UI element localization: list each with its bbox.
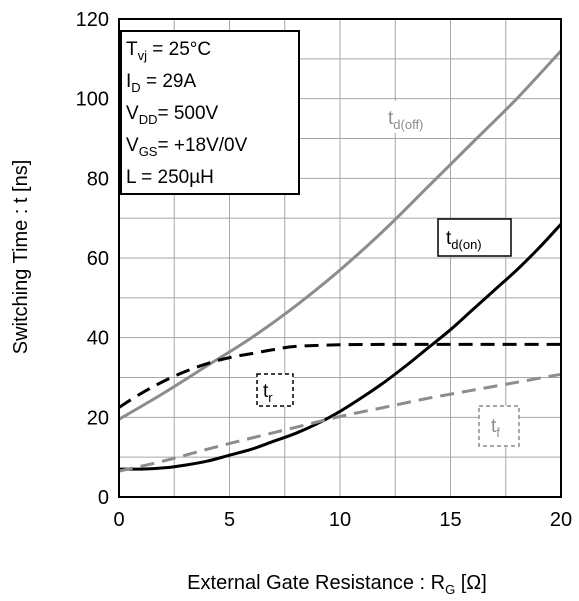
x-axis-title-main: External Gate Resistance : R	[187, 572, 445, 594]
series-line-3	[118, 372, 562, 473]
curve-labels: td(off) td(on) tr tf	[256, 101, 520, 447]
y-tick-label-100: 100	[76, 89, 109, 111]
curve-label-box-0	[380, 101, 450, 133]
curve-label-box-3	[478, 405, 520, 447]
y-tick-label-0: 0	[98, 487, 109, 509]
conditions-box: Tvj = 25°C ID = 29A VDD= 500V VGS= +18V/0V L…	[120, 30, 300, 195]
curve-label-0: td(off)	[388, 108, 423, 132]
x-axis-title-sub: G	[445, 582, 455, 597]
x-tick-label-5: 5	[224, 509, 235, 531]
condition-line-0: Tvj = 25°C	[126, 39, 211, 63]
series-line-2	[118, 342, 561, 409]
series-line-0	[118, 49, 563, 421]
y-tick-label-40: 40	[87, 328, 109, 350]
x-tick-label-10: 10	[329, 509, 351, 531]
x-tick-label-0: 0	[113, 509, 124, 531]
condition-line-2: VDD= 500V	[126, 103, 219, 127]
curve-label-2: tr	[263, 381, 273, 405]
x-tick-labels: 0 5 10 15 20	[113, 509, 572, 531]
y-tick-label-120: 120	[76, 9, 109, 31]
y-tick-labels: 0 20 40 60 80 100 120	[76, 9, 109, 509]
plot-frame	[118, 18, 562, 498]
x-axis-title: External Gate Resistance : RG [Ω]	[187, 572, 487, 597]
y-tick-label-60: 60	[87, 248, 109, 270]
series-line-1	[118, 223, 563, 471]
conditions-lines: Tvj = 25°C ID = 29A VDD= 500V VGS= +18V/0V L…	[126, 39, 248, 188]
curve-label-3: tf	[491, 416, 500, 440]
x-tick-label-15: 15	[439, 509, 461, 531]
y-tick-label-80: 80	[87, 168, 109, 190]
condition-line-3: VGS= +18V/0V	[126, 135, 248, 159]
x-tick-label-20: 20	[550, 509, 572, 531]
conditions-box-frame	[120, 30, 300, 195]
condition-line-1: ID = 29A	[126, 71, 196, 95]
curve-label-box-1	[437, 218, 512, 257]
y-axis-title: Switching Time : t [ns]	[10, 160, 32, 355]
series-lines	[118, 49, 563, 473]
condition-line-4: L = 250µH	[126, 167, 214, 188]
x-axis-title-unit: [Ω]	[455, 572, 487, 594]
y-tick-label-20: 20	[87, 407, 109, 429]
curve-label-1: td(on)	[446, 228, 482, 252]
curve-label-box-2	[256, 373, 294, 407]
